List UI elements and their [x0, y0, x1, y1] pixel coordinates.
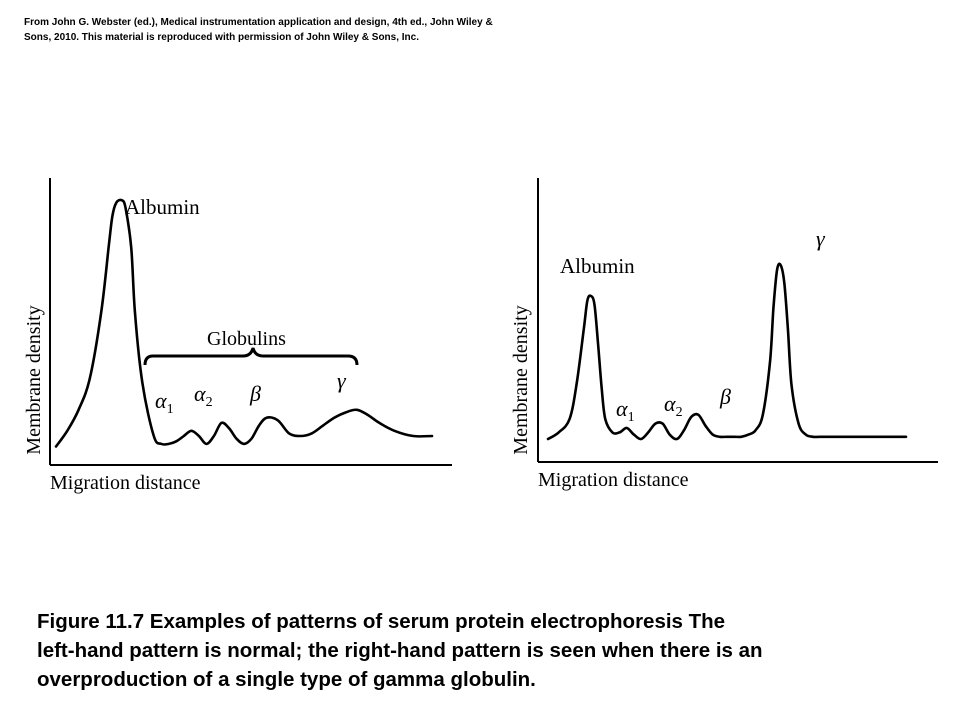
caption-line-2: left-hand pattern is normal; the right-h… — [37, 639, 763, 662]
left-alpha2-symbol: α — [194, 381, 206, 406]
credit-text: From John G. Webster (ed.), Medical inst… — [24, 15, 544, 45]
right-y-axis-label: Membrane density — [510, 305, 532, 454]
left-x-axis-label: Migration distance — [50, 472, 201, 494]
caption-line-3: overproduction of a single type of gamma… — [37, 668, 536, 691]
right-beta-label: β — [719, 384, 731, 409]
right-alpha1-label: α1 — [616, 396, 635, 425]
right-gamma-label: γ — [816, 226, 826, 251]
left-albumin-label: Albumin — [125, 195, 200, 219]
globulins-brace — [143, 347, 359, 366]
left-alpha2-subscript: 2 — [206, 395, 213, 410]
right-albumin-label: Albumin — [560, 254, 635, 278]
left-beta-label: β — [249, 381, 261, 406]
left-y-axis-label: Membrane density — [23, 305, 45, 454]
left-alpha1-symbol: α — [155, 388, 167, 413]
right-chart: Membrane density Migration distance Albu… — [510, 178, 938, 491]
right-x-axis-label: Migration distance — [538, 469, 689, 491]
caption-line-1: Figure 11.7 Examples of patterns of seru… — [37, 610, 726, 633]
left-gamma-label: γ — [337, 368, 347, 393]
electrophoresis-figure: Membrane density Migration distance Albu… — [23, 178, 938, 494]
credit-line-1: From John G. Webster (ed.), Medical inst… — [24, 17, 493, 28]
right-alpha1-subscript: 1 — [628, 410, 635, 425]
left-alpha2-label: α2 — [194, 381, 213, 410]
right-alpha2-subscript: 2 — [676, 405, 683, 420]
right-alpha2-symbol: α — [664, 391, 676, 416]
credit-line-2: Sons, 2010. This material is reproduced … — [24, 32, 420, 43]
left-density-curve — [54, 198, 434, 448]
right-density-curve — [546, 262, 908, 441]
left-chart: Membrane density Migration distance Albu… — [23, 178, 452, 494]
left-globulins-label: Globulins — [207, 328, 286, 350]
left-alpha1-label: α1 — [155, 388, 174, 417]
figure-caption: Figure 11.7 Examples of patterns of seru… — [37, 607, 917, 694]
left-alpha1-subscript: 1 — [167, 402, 174, 417]
right-alpha2-label: α2 — [664, 391, 683, 420]
right-alpha1-symbol: α — [616, 396, 628, 421]
